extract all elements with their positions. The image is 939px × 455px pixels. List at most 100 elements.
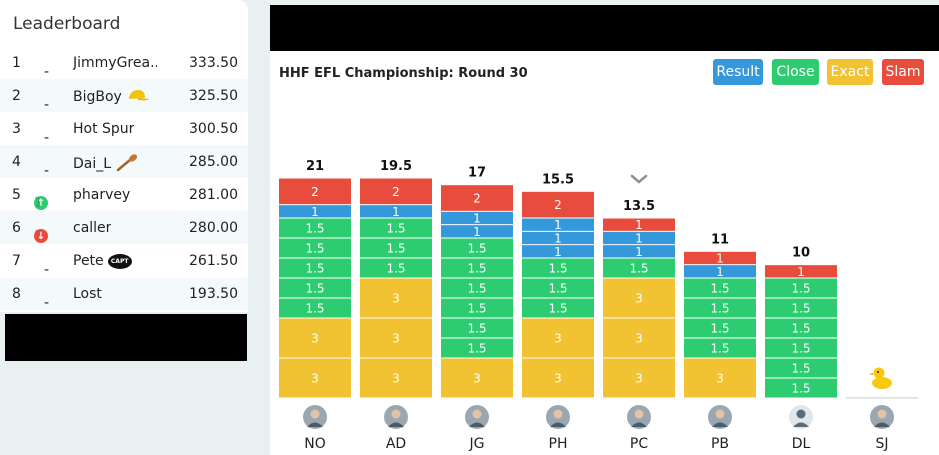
bar-segment-exact[interactable] [603,358,675,398]
leaderboard-row[interactable]: 5 ↑ 1 pharvey 281.00 [0,178,248,211]
leaderboard-row[interactable]: 1 - JimmyGrea... 333.50 [0,46,248,80]
bar-segment-close[interactable] [522,258,594,278]
legend-slam-button[interactable]: Slam [882,59,924,85]
leaderboard-row[interactable]: 7 - Pete CAPT 261.50 [0,244,248,278]
bar-segment-exact[interactable] [684,358,756,398]
bar-segment-slam[interactable] [684,251,756,265]
leaderboard-rank: 4 [12,154,21,170]
bar-segment-result[interactable] [441,225,513,238]
leaderboard-row[interactable]: 6 ↓ 1 caller 280.00 [0,211,248,244]
bar-segment-close[interactable] [765,358,837,378]
bar-segment-result[interactable] [603,245,675,258]
bar-segment-close[interactable] [765,278,837,298]
bar-segment-close[interactable] [279,298,351,318]
bar-segment-result[interactable] [684,265,756,278]
segment-value-label: 1 [473,212,481,226]
bar-segment-exact[interactable] [279,318,351,358]
bar-segment-close[interactable] [765,378,837,398]
bar-segment-result[interactable] [360,205,432,218]
bar-segment-close[interactable] [684,338,756,358]
avatar-icon[interactable] [465,405,489,429]
leaderboard-row[interactable]: 4 - Dai_L 285.00 [0,145,248,179]
bar-segment-slam[interactable] [279,178,351,205]
bar-segment-slam[interactable] [603,218,675,231]
bar-segment-close[interactable] [684,318,756,338]
bar-segment-close[interactable] [441,338,513,358]
segment-value-label: 1 [554,218,562,232]
segment-value-label: 1.5 [629,262,648,276]
movement-none: - [44,262,50,278]
bar-segment-slam[interactable] [441,185,513,211]
avatar-icon[interactable] [303,405,327,429]
bar-segment-close[interactable] [441,318,513,338]
bar-segment-exact[interactable] [603,278,675,318]
bar-segment-close[interactable] [765,298,837,318]
leaderboard-rank: 1 [12,55,21,71]
bar-total-label: 13.5 [623,199,655,214]
bar-segment-exact[interactable] [279,358,351,398]
bar-segment-slam[interactable] [765,265,837,278]
bar-segment-close[interactable] [441,278,513,298]
bar-segment-close[interactable] [441,258,513,278]
avatar-icon[interactable] [546,405,570,429]
bar-segment-result[interactable] [522,231,594,245]
leaderboard-score: 333.50 [189,55,238,71]
segment-value-label: 1.5 [791,362,810,376]
segment-value-label: 1.5 [305,282,324,296]
bar-segment-result[interactable] [279,205,351,218]
bar-segment-exact[interactable] [522,318,594,358]
bar-segment-exact[interactable] [522,358,594,398]
avatar-icon[interactable] [870,405,894,429]
bar-segment-slam[interactable] [522,191,594,218]
bar-segment-close[interactable] [360,218,432,238]
bar-segment-close[interactable] [603,258,675,278]
arrow-up-icon: ↑ [34,196,48,210]
segment-value-label: 2 [473,192,481,206]
bar-segment-exact[interactable] [360,278,432,318]
bar-segment-exact[interactable] [360,358,432,398]
avatar-icon[interactable] [384,405,408,429]
segment-value-label: 1 [392,205,400,219]
player-name-text: BigBoy [73,89,122,105]
leaderboard-score: 261.50 [189,253,238,269]
bar-segment-close[interactable] [684,298,756,318]
bar-segment-result[interactable] [522,245,594,258]
segment-value-label: 2 [311,185,319,199]
bar-segment-close[interactable] [441,238,513,258]
bar-segment-close[interactable] [522,278,594,298]
bar-segment-close[interactable] [522,298,594,318]
bar-segment-exact[interactable] [441,358,513,398]
segment-value-label: 1 [635,218,643,232]
bar-segment-close[interactable] [684,278,756,298]
bar-segment-close[interactable] [279,278,351,298]
bar-segment-result[interactable] [522,218,594,231]
score-chart: 331.51.51.51.51.51221NO3331.51.51.51219.… [279,159,918,452]
segment-value-label: 2 [554,198,562,212]
leaderboard-row[interactable]: 2 - BigBoy 325.50 [0,79,248,113]
legend-exact-button[interactable]: Exact [827,59,873,85]
bar-segment-close[interactable] [279,258,351,278]
bar-segment-exact[interactable] [603,318,675,358]
bar-segment-exact[interactable] [360,318,432,358]
player-initials-label: DL [792,436,811,452]
avatar-icon[interactable] [789,405,813,429]
bar-segment-close[interactable] [360,258,432,278]
legend-result-button[interactable]: Result [713,59,763,85]
segment-value-label: 1.5 [791,282,810,296]
leaderboard-row[interactable]: 3 - Hot Spur 300.50 [0,112,248,146]
redacted-block [5,314,247,361]
bar-segment-close[interactable] [441,298,513,318]
bar-segment-close[interactable] [360,238,432,258]
bar-segment-result[interactable] [603,231,675,245]
bar-segment-close[interactable] [279,238,351,258]
bar-segment-close[interactable] [765,338,837,358]
avatar-icon[interactable] [627,405,651,429]
segment-value-label: 3 [554,332,562,346]
bar-segment-close[interactable] [279,218,351,238]
avatar-icon[interactable] [708,405,732,429]
bar-segment-close[interactable] [765,318,837,338]
leaderboard-row[interactable]: 8 - Lost 193.50 [0,277,248,311]
bar-segment-slam[interactable] [360,178,432,205]
bar-segment-result[interactable] [441,211,513,225]
legend-close-button[interactable]: Close [772,59,819,85]
